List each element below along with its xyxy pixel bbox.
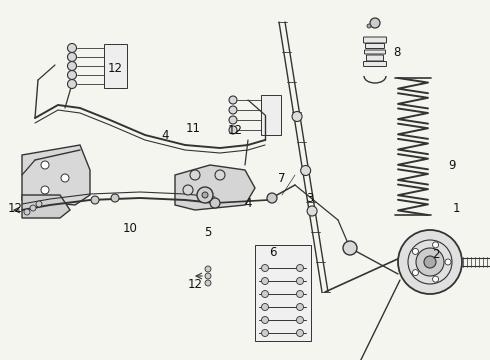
Circle shape [445,259,451,265]
Text: 9: 9 [448,158,456,171]
Circle shape [416,248,444,276]
Text: 4: 4 [244,197,252,210]
FancyBboxPatch shape [365,50,386,54]
Circle shape [262,316,269,324]
Circle shape [190,170,200,180]
Text: 3: 3 [306,192,314,204]
Polygon shape [261,95,281,135]
Circle shape [197,187,213,203]
Text: 6: 6 [269,247,277,260]
Circle shape [41,186,49,194]
Text: 12: 12 [107,62,122,75]
Circle shape [296,303,303,310]
Polygon shape [175,165,255,210]
FancyBboxPatch shape [366,44,385,49]
Text: 12: 12 [188,279,202,292]
Circle shape [61,174,69,182]
Text: 5: 5 [204,226,212,239]
Text: 12: 12 [227,123,243,136]
FancyBboxPatch shape [367,55,384,61]
Circle shape [296,291,303,297]
Circle shape [215,170,225,180]
Polygon shape [22,195,70,218]
Text: 12: 12 [7,202,23,215]
Polygon shape [22,145,90,205]
Text: 2: 2 [432,248,440,261]
Text: 10: 10 [122,221,137,234]
FancyBboxPatch shape [364,62,387,67]
Circle shape [229,116,237,124]
Circle shape [296,265,303,271]
Circle shape [68,71,76,80]
Text: 8: 8 [393,45,401,59]
Circle shape [24,209,30,215]
Circle shape [301,166,311,176]
Circle shape [205,266,211,272]
Circle shape [262,278,269,284]
Circle shape [205,273,211,279]
FancyBboxPatch shape [254,244,311,341]
Circle shape [296,316,303,324]
Circle shape [91,196,99,204]
Circle shape [202,192,208,198]
Circle shape [68,80,76,89]
Circle shape [205,280,211,286]
Circle shape [296,278,303,284]
Circle shape [413,270,418,276]
Circle shape [307,206,317,216]
Circle shape [424,256,436,268]
Circle shape [68,53,76,62]
Circle shape [183,185,193,195]
Circle shape [267,193,277,203]
FancyBboxPatch shape [364,37,387,43]
Circle shape [413,248,418,255]
Text: 7: 7 [278,171,286,185]
Circle shape [229,126,237,134]
Text: 1: 1 [452,202,460,215]
Circle shape [296,329,303,337]
Circle shape [36,201,42,207]
Text: 11: 11 [186,122,200,135]
Circle shape [68,62,76,71]
Circle shape [370,18,380,28]
Circle shape [229,96,237,104]
Circle shape [367,24,371,28]
Circle shape [30,205,36,211]
Circle shape [398,230,462,294]
Polygon shape [104,44,127,88]
Circle shape [41,161,49,169]
Circle shape [111,194,119,202]
Circle shape [433,276,439,282]
Circle shape [68,44,76,53]
Circle shape [262,329,269,337]
Text: 4: 4 [161,129,169,141]
Circle shape [262,265,269,271]
Circle shape [210,198,220,208]
Circle shape [292,112,302,122]
Circle shape [262,291,269,297]
Circle shape [433,242,439,248]
Circle shape [343,241,357,255]
Circle shape [262,303,269,310]
Circle shape [229,106,237,114]
